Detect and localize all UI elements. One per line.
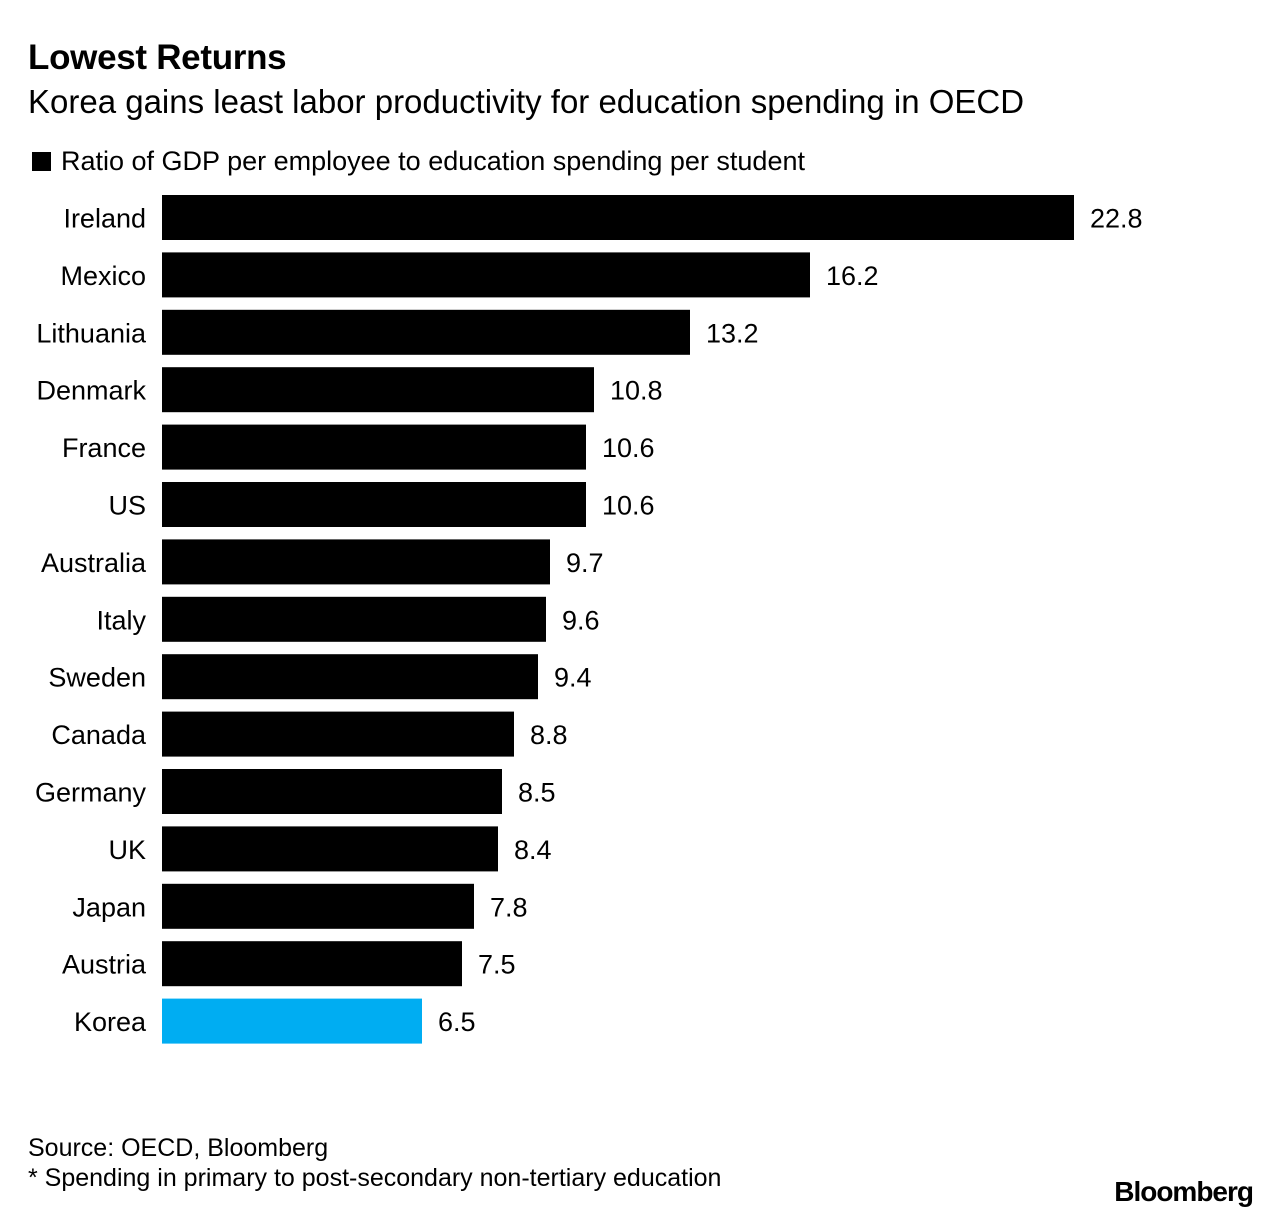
category-label: Australia: [41, 548, 147, 578]
bar: [162, 941, 462, 987]
chart-title: Lowest Returns: [28, 38, 287, 77]
bar-row-italy: Italy 9.6: [96, 596, 600, 642]
bar-row-uk: UK 8.4: [108, 826, 552, 872]
bar: [162, 998, 422, 1044]
value-label: 10.6: [602, 433, 655, 463]
bar-row-us: US 10.6: [108, 482, 655, 527]
bar: [162, 482, 586, 527]
bar: [162, 309, 690, 355]
legend-label: Ratio of GDP per employee to education s…: [61, 146, 805, 176]
value-label: 9.6: [562, 605, 600, 635]
value-label: 10.6: [602, 491, 655, 521]
bar: [162, 424, 586, 470]
bar-row-sweden: Sweden 9.4: [48, 654, 592, 700]
legend: Ratio of GDP per employee to education s…: [32, 146, 805, 177]
category-label: Lithuania: [36, 318, 147, 348]
category-label: Korea: [74, 1007, 147, 1037]
bar-row-ireland: Ireland 22.8: [63, 195, 1143, 240]
bar-chart: Ireland 22.8 Mexico 16.2 Lithuania 13.2 Denmar…: [35, 195, 1143, 1044]
category-label: France: [62, 433, 146, 463]
category-label: Japan: [72, 892, 146, 922]
value-label: 13.2: [706, 318, 759, 348]
value-label: 9.7: [566, 548, 604, 578]
category-label: Ireland: [63, 204, 146, 234]
bar: [162, 654, 538, 700]
value-label: 6.5: [438, 1007, 476, 1037]
bar-row-lithuania: Lithuania 13.2: [36, 309, 759, 355]
bar: [162, 367, 594, 413]
bar-row-japan: Japan 7.8: [72, 883, 528, 929]
bloomberg-logo: Bloomberg: [1114, 1176, 1254, 1207]
category-label: Mexico: [60, 261, 146, 291]
footnote: * Spending in primary to post-secondary …: [28, 1164, 722, 1192]
bar-row-denmark: Denmark 10.8: [36, 367, 663, 413]
category-label: Austria: [62, 950, 147, 980]
category-label: Canada: [51, 720, 147, 750]
category-label: Sweden: [48, 663, 146, 693]
category-label: UK: [108, 835, 146, 865]
category-label: Italy: [96, 605, 146, 635]
value-label: 8.8: [530, 720, 568, 750]
value-label: 8.5: [518, 778, 556, 808]
bar: [162, 195, 1074, 240]
bar: [162, 769, 502, 814]
bar-row-france: France 10.6: [62, 424, 655, 470]
legend-swatch: [32, 152, 51, 171]
bar-row-korea: Korea 6.5: [74, 998, 476, 1044]
bar-row-austria: Austria 7.5: [62, 941, 516, 987]
chart-subtitle: Korea gains least labor productivity for…: [28, 83, 1025, 120]
bar: [162, 826, 498, 872]
source-note: Source: OECD, Bloomberg: [28, 1134, 329, 1162]
value-label: 7.8: [490, 892, 528, 922]
category-label: US: [108, 491, 146, 521]
bar: [162, 711, 514, 757]
value-label: 9.4: [554, 663, 592, 693]
bar: [162, 539, 550, 585]
bar-row-australia: Australia 9.7: [41, 539, 604, 585]
value-label: 22.8: [1090, 204, 1143, 234]
value-label: 10.8: [610, 376, 663, 406]
bar-row-canada: Canada 8.8: [51, 711, 568, 757]
bar: [162, 883, 474, 929]
bar: [162, 252, 810, 298]
bar-row-mexico: Mexico 16.2: [60, 252, 879, 298]
bar: [162, 596, 546, 642]
value-label: 7.5: [478, 950, 516, 980]
value-label: 16.2: [826, 261, 879, 291]
value-label: 8.4: [514, 835, 552, 865]
bar-row-germany: Germany 8.5: [35, 769, 556, 814]
category-label: Denmark: [36, 376, 146, 406]
category-label: Germany: [35, 778, 147, 808]
